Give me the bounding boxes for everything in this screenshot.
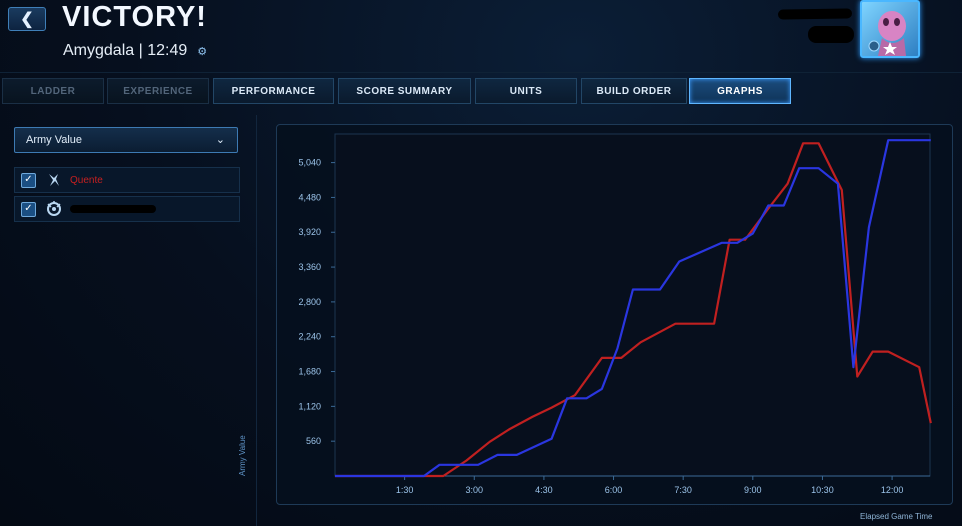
tab-build-order[interactable]: BUILD ORDER — [581, 78, 687, 104]
x-tick-label: 10:30 — [811, 485, 834, 495]
page-title: VICTORY! — [62, 1, 207, 33]
zerg-icon — [47, 201, 61, 216]
protoss-icon — [49, 174, 59, 186]
plot-area — [334, 133, 931, 477]
series-line-1 — [335, 142, 932, 478]
y-tick-label: 1,120 — [298, 401, 321, 411]
tab-ladder[interactable]: LADDER — [2, 78, 104, 104]
y-tick-label: 5,040 — [298, 158, 321, 168]
y-tick-label: 2,800 — [298, 297, 321, 307]
chevron-left-icon: ❮ — [20, 11, 34, 28]
tab-performance[interactable]: PERFORMANCE — [213, 78, 334, 104]
tab-units[interactable]: UNITS — [475, 78, 577, 104]
redacted-player-name-2 — [808, 26, 854, 43]
chevron-down-icon: ⌄ — [215, 134, 225, 146]
y-tick-label: 4,480 — [298, 192, 321, 202]
y-tick-label: 3,920 — [298, 227, 321, 237]
graph-options-panel: Army Value ⌄ ✓ Quente ✓ — [0, 115, 257, 526]
player-toggle-row[interactable]: ✓ Quente — [14, 167, 240, 193]
player-portrait[interactable] — [860, 0, 920, 58]
player-1-checkbox[interactable]: ✓ — [21, 172, 36, 188]
tab-experience[interactable]: EXPERIENCE — [107, 78, 209, 104]
y-axis-title: Army Value — [238, 435, 247, 476]
back-button[interactable]: ❮ — [8, 7, 46, 31]
x-tick-label: 3:00 — [466, 485, 484, 495]
x-tick-label: 1:30 — [396, 485, 414, 495]
map-and-duration: Amygdala | 12:49 — [63, 42, 188, 59]
y-tick-label: 3,360 — [298, 262, 321, 272]
y-tick-label: 560 — [306, 436, 321, 446]
x-axis-title: Elapsed Game Time — [860, 512, 933, 521]
match-info: Amygdala | 12:49 ⚙ — [63, 42, 207, 60]
player-toggle-row[interactable]: ✓ — [14, 196, 240, 222]
header-divider — [0, 72, 962, 73]
player-1-name: Quente — [70, 174, 103, 186]
x-tick-label: 9:00 — [744, 485, 762, 495]
y-tick-label: 1,680 — [298, 367, 321, 377]
tab-graphs[interactable]: GRAPHS — [689, 78, 791, 104]
x-tick-label: 6:00 — [605, 485, 623, 495]
x-tick-label: 12:00 — [881, 485, 904, 495]
x-tick-label: 4:30 — [535, 485, 553, 495]
player-2-checkbox[interactable]: ✓ — [21, 201, 36, 217]
series-line-2 — [335, 139, 931, 478]
gear-icon[interactable]: ⚙ — [197, 45, 208, 58]
graph-type-selected: Army Value — [26, 134, 83, 146]
graph-type-dropdown[interactable]: Army Value ⌄ — [14, 127, 238, 153]
redacted-player-2-name — [70, 205, 156, 213]
x-tick-label: 7:30 — [674, 485, 692, 495]
tab-score-summary[interactable]: SCORE SUMMARY — [338, 78, 471, 104]
y-tick-label: 2,240 — [298, 332, 321, 342]
